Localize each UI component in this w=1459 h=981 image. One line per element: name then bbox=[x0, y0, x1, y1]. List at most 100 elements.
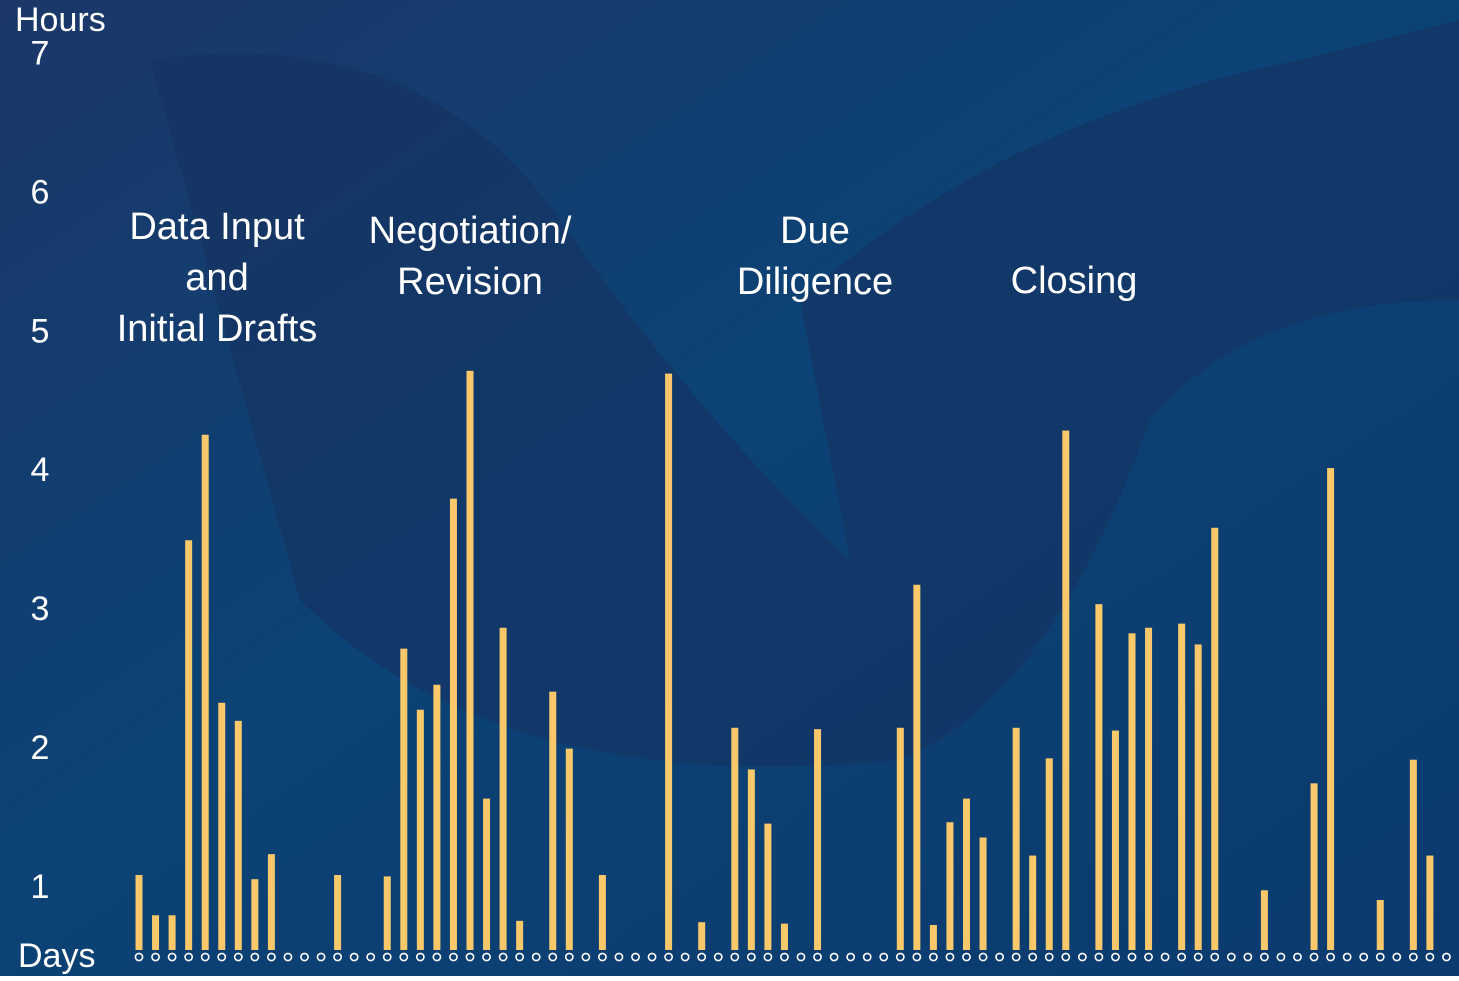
day-marker bbox=[333, 952, 342, 962]
bar bbox=[201, 434, 209, 950]
day-marker bbox=[151, 952, 160, 962]
day-marker bbox=[1226, 952, 1236, 962]
day-marker bbox=[316, 952, 326, 962]
bar bbox=[1062, 430, 1070, 950]
day-marker bbox=[1127, 952, 1137, 962]
day-marker bbox=[349, 952, 359, 962]
bar bbox=[334, 875, 342, 950]
day-marker bbox=[846, 952, 856, 962]
day-marker bbox=[647, 952, 657, 962]
day-marker bbox=[415, 952, 425, 962]
phase-label: and bbox=[185, 257, 248, 299]
day-marker bbox=[564, 952, 574, 962]
bar bbox=[1194, 644, 1202, 950]
day-marker bbox=[912, 952, 922, 962]
bar bbox=[185, 540, 193, 950]
bar bbox=[565, 748, 573, 950]
bar bbox=[1409, 759, 1417, 950]
bar bbox=[665, 373, 673, 951]
day-marker bbox=[217, 952, 227, 962]
day-marker bbox=[1177, 952, 1187, 962]
bar bbox=[1045, 758, 1053, 950]
day-marker bbox=[1243, 952, 1253, 962]
bar bbox=[251, 879, 259, 950]
bar bbox=[416, 709, 424, 950]
y-tick-label: 1 bbox=[31, 868, 50, 906]
bar bbox=[1178, 623, 1186, 950]
day-marker bbox=[1309, 952, 1319, 962]
y-axis-label: Hours bbox=[15, 1, 106, 39]
bar bbox=[929, 925, 937, 950]
bar bbox=[499, 627, 507, 950]
bar bbox=[433, 684, 441, 950]
y-tick-label: 4 bbox=[31, 451, 50, 489]
day-marker bbox=[1375, 952, 1385, 962]
day-marker bbox=[1276, 952, 1286, 962]
day-marker bbox=[829, 952, 839, 962]
day-marker bbox=[995, 952, 1004, 962]
phase-label: Closing bbox=[1011, 260, 1138, 302]
day-marker bbox=[1210, 952, 1220, 962]
bar bbox=[1128, 633, 1136, 950]
bar bbox=[1211, 527, 1219, 950]
day-marker bbox=[1442, 952, 1451, 962]
bar bbox=[1111, 730, 1119, 950]
day-marker bbox=[1425, 952, 1435, 962]
day-marker bbox=[1094, 952, 1104, 962]
bar bbox=[400, 648, 408, 950]
day-marker bbox=[664, 952, 673, 962]
day-marker bbox=[581, 952, 591, 962]
bar bbox=[1145, 627, 1153, 950]
day-marker bbox=[432, 952, 442, 962]
bar bbox=[549, 691, 557, 950]
day-marker bbox=[548, 952, 558, 962]
day-marker bbox=[1028, 952, 1038, 962]
day-marker bbox=[134, 952, 144, 962]
bar bbox=[747, 769, 755, 950]
day-marker bbox=[1011, 952, 1021, 962]
bar bbox=[598, 875, 606, 950]
phase-label: Revision bbox=[397, 261, 543, 303]
day-marker bbox=[1193, 952, 1203, 962]
day-marker bbox=[746, 952, 756, 962]
day-marker bbox=[1359, 952, 1369, 962]
bar bbox=[1012, 727, 1020, 950]
day-marker bbox=[515, 952, 525, 962]
bar bbox=[483, 798, 491, 950]
y-tick-label: 3 bbox=[31, 590, 50, 628]
bar bbox=[267, 854, 275, 950]
bar bbox=[218, 702, 226, 950]
background-shape bbox=[150, 20, 1459, 767]
day-marker bbox=[449, 952, 458, 962]
bar bbox=[466, 370, 474, 950]
bar bbox=[449, 498, 457, 950]
day-marker bbox=[300, 952, 309, 962]
day-marker bbox=[1111, 952, 1120, 962]
bar bbox=[383, 876, 391, 950]
day-marker bbox=[813, 952, 822, 962]
bar bbox=[698, 922, 706, 950]
day-marker bbox=[598, 952, 607, 962]
day-marker bbox=[1061, 952, 1071, 962]
bar bbox=[135, 875, 143, 950]
bar bbox=[1426, 855, 1434, 950]
day-marker bbox=[929, 952, 938, 962]
day-marker bbox=[1392, 952, 1402, 962]
day-marker bbox=[482, 952, 491, 962]
day-marker bbox=[399, 952, 409, 962]
bar bbox=[780, 923, 788, 950]
bar bbox=[963, 798, 970, 950]
phase-label: Negotiation/ bbox=[369, 210, 572, 252]
day-marker bbox=[697, 952, 707, 962]
day-marker bbox=[250, 952, 260, 962]
day-marker bbox=[465, 952, 475, 962]
day-marker bbox=[233, 952, 243, 962]
bar bbox=[814, 729, 822, 950]
day-marker bbox=[945, 952, 955, 962]
y-tick-label: 7 bbox=[31, 35, 50, 73]
day-marker bbox=[780, 952, 789, 962]
phase-label: Due bbox=[780, 210, 850, 252]
day-marker bbox=[200, 952, 210, 962]
day-marker bbox=[614, 952, 624, 962]
